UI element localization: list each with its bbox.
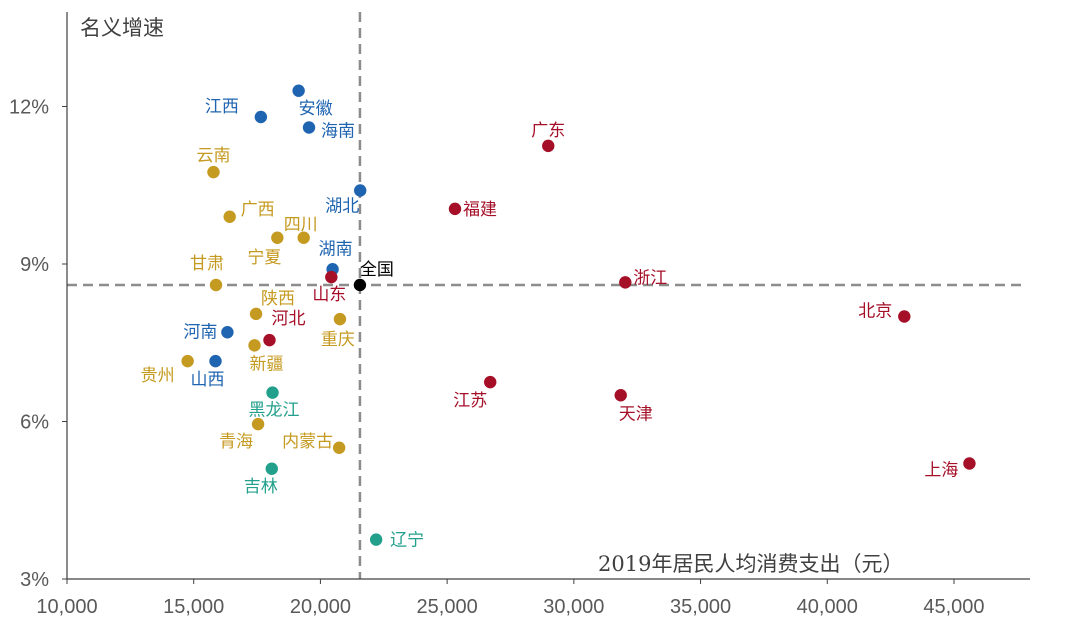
x-axis-title: 2019年居民人均消费支出（元） <box>598 552 903 576</box>
y-tick-label: 12% <box>9 97 49 119</box>
data-point <box>542 139 555 153</box>
data-point-label: 吉林 <box>244 477 278 497</box>
data-point <box>619 276 632 289</box>
data-point <box>251 417 265 431</box>
data-point-label: 云南 <box>196 146 230 166</box>
data-point <box>266 386 279 399</box>
data-point <box>181 354 194 368</box>
data-point-label: 河南 <box>183 322 217 342</box>
data-point-label: 福建 <box>463 200 497 220</box>
data-point-label: 广西 <box>241 200 275 220</box>
y-tick-label: 3% <box>20 569 49 591</box>
data-point-label: 海南 <box>321 122 355 142</box>
data-point-label: 宁夏 <box>247 248 281 268</box>
data-point <box>292 84 305 97</box>
data-point <box>209 278 223 292</box>
data-point <box>333 312 347 326</box>
data-point <box>265 462 278 475</box>
data-point <box>249 307 263 321</box>
data-point <box>448 202 462 216</box>
data-point-label: 陕西 <box>261 289 295 309</box>
reference-lines <box>67 12 1024 579</box>
data-point-label: 辽宁 <box>390 531 424 551</box>
data-point-label: 甘肃 <box>190 254 224 274</box>
data-points <box>181 84 976 546</box>
y-axis-title: 名义增速 <box>80 16 164 40</box>
data-point-label: 湖北 <box>325 197 359 217</box>
data-point <box>369 533 383 546</box>
x-tick-label: 20,000 <box>290 596 351 618</box>
data-point-label: 重庆 <box>321 330 355 350</box>
y-tick-label: 9% <box>20 254 49 276</box>
data-point <box>223 210 236 223</box>
data-point-label: 天津 <box>619 404 653 424</box>
data-point-label: 上海 <box>924 461 958 481</box>
data-point-label: 浙江 <box>633 268 667 288</box>
data-point <box>254 110 268 124</box>
data-point-label: 全国 <box>360 260 394 280</box>
data-point-label: 江西 <box>205 97 239 117</box>
x-tick-label: 45,000 <box>923 596 984 618</box>
data-point-label: 安徽 <box>299 99 333 119</box>
data-point-label: 北京 <box>858 302 892 322</box>
data-point <box>207 165 220 179</box>
x-tick-label: 40,000 <box>797 596 858 618</box>
x-tick-label: 30,000 <box>543 596 604 618</box>
data-point <box>353 278 367 292</box>
x-tick-label: 15,000 <box>163 596 224 618</box>
data-point <box>614 389 627 402</box>
data-point <box>221 326 234 339</box>
data-point <box>332 441 346 454</box>
x-axis-ticks: 10,000 15,000 20,000 25,000 30,000 35,000 40,0… <box>36 579 985 618</box>
data-point-label: 青海 <box>219 432 253 452</box>
data-point <box>898 310 911 323</box>
y-axis-ticks: 3% 6% 9% 12% <box>9 97 67 591</box>
data-point <box>263 333 276 347</box>
data-point-label: 江苏 <box>453 391 487 411</box>
data-point-label: 广东 <box>531 121 565 141</box>
y-tick-label: 6% <box>20 412 49 434</box>
data-point <box>248 339 261 352</box>
x-tick-label: 25,000 <box>417 596 478 618</box>
data-point-label: 黑龙江 <box>249 401 300 421</box>
data-point <box>325 270 338 284</box>
x-tick-label: 10,000 <box>36 596 97 618</box>
data-point <box>209 354 222 368</box>
data-point <box>963 457 976 470</box>
data-point-label: 新疆 <box>250 354 284 374</box>
data-point-label: 山东 <box>312 285 346 305</box>
data-point-label: 内蒙古 <box>282 432 333 452</box>
data-point <box>297 231 310 244</box>
data-point <box>354 184 367 197</box>
data-point-label: 河北 <box>271 309 305 329</box>
data-point <box>484 375 497 389</box>
data-point <box>302 121 316 134</box>
x-tick-label: 35,000 <box>670 596 731 618</box>
data-point <box>271 231 284 244</box>
data-point-label: 湖南 <box>319 239 353 259</box>
data-point-label: 山西 <box>191 370 225 390</box>
data-point-label: 四川 <box>284 215 318 235</box>
data-point-label: 贵州 <box>141 366 175 386</box>
